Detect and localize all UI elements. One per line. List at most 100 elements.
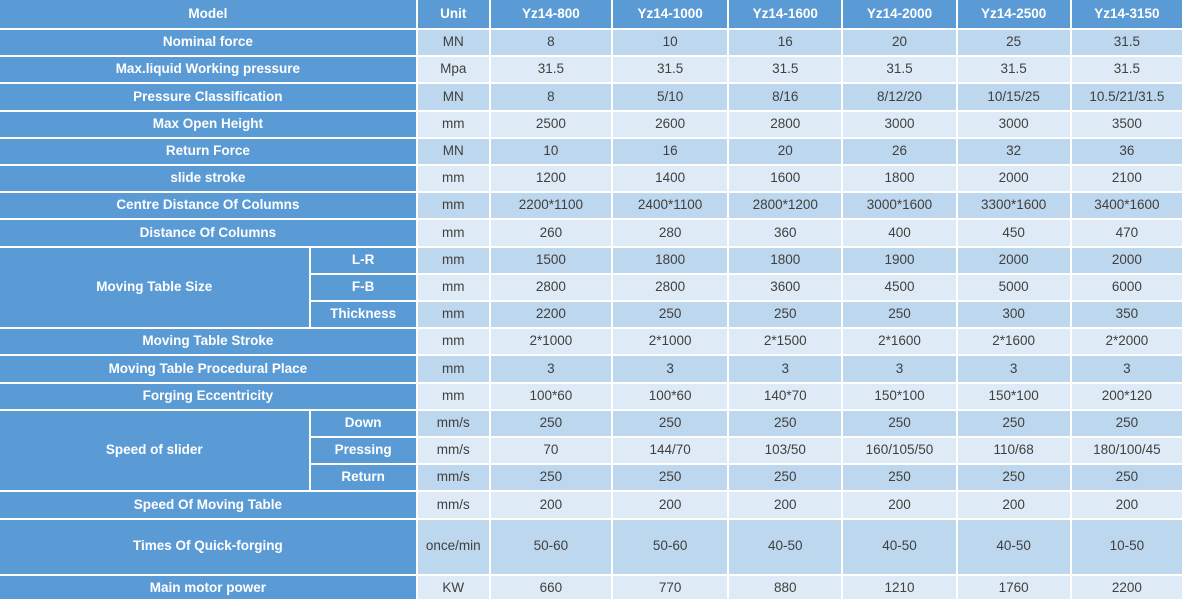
value-cell: 3: [727, 354, 844, 384]
row-label: Pressure Classification: [0, 82, 418, 112]
value-cell: 200: [955, 490, 1072, 520]
value-cell: 1600: [727, 164, 844, 194]
value-cell: 250: [488, 408, 614, 439]
value-cell: 2600: [610, 109, 730, 139]
value-cell: 8: [488, 82, 614, 112]
sub-row-label: Down: [308, 408, 418, 439]
value-cell: 2500: [488, 109, 614, 139]
value-cell: 5/10: [610, 82, 730, 112]
value-cell: 5000: [955, 272, 1072, 303]
value-cell: 2*1000: [610, 327, 730, 357]
row-label: Speed Of Moving Table: [0, 490, 418, 520]
value-cell: 110/68: [955, 436, 1072, 466]
value-cell: 2*1600: [841, 327, 958, 357]
table-row: Return mm/s 250 250 250 250 250 250: [0, 463, 1182, 493]
value-cell: 250: [841, 408, 958, 439]
header-model-name: Yz14-3150: [1069, 0, 1182, 30]
value-cell: 350: [1069, 300, 1182, 330]
row-label: Forging Eccentricity: [0, 381, 418, 411]
value-cell: 250: [488, 463, 614, 493]
value-cell: 31.5: [488, 55, 614, 85]
unit-cell: mm: [415, 381, 491, 411]
value-cell: 150*100: [841, 381, 958, 411]
value-cell: 250: [955, 408, 1072, 439]
group-label: Speed of slider: [0, 408, 311, 493]
unit-cell: mm: [415, 327, 491, 357]
value-cell: 3500: [1069, 109, 1182, 139]
value-cell: 770: [610, 573, 730, 599]
table-row: Moving Table Stroke mm 2*1000 2*1000 2*1500 2…: [0, 327, 1182, 357]
unit-cell: once/min: [415, 517, 491, 576]
table-row: Distance Of Columns mm 260 280 360 400 450 470: [0, 218, 1182, 248]
value-cell: 2800: [610, 272, 730, 303]
table-row: Speed of slider Down mm/s 250 250 250 250 250 25…: [0, 408, 1182, 493]
value-cell: 6000: [1069, 272, 1182, 303]
row-label: Moving Table Procedural Place: [0, 354, 418, 384]
value-cell: 3: [610, 354, 730, 384]
value-cell: 470: [1069, 218, 1182, 248]
value-cell: 360: [727, 218, 844, 248]
sub-row-label: Thickness: [308, 300, 418, 330]
value-cell: 250: [610, 300, 730, 330]
table-row: Moving Table Procedural Place mm 3 3 3 3 3 3: [0, 354, 1182, 384]
value-cell: 70: [488, 436, 614, 466]
value-cell: 1760: [955, 573, 1072, 599]
value-cell: 2200: [1069, 573, 1182, 599]
table-row: Moving Table Size L-R mm 1500 1800 1800 1900 20…: [0, 245, 1182, 330]
value-cell: 1210: [841, 573, 958, 599]
value-cell: 40-50: [727, 517, 844, 576]
value-cell: 160/105/50: [841, 436, 958, 466]
table-row: Thickness mm 2200 250 250 250 300 350: [0, 300, 1182, 330]
value-cell: 250: [841, 463, 958, 493]
value-cell: 1800: [727, 245, 844, 275]
row-label: Times Of Quick-forging: [0, 517, 418, 576]
value-cell: 20: [841, 27, 958, 58]
value-cell: 3: [488, 354, 614, 384]
value-cell: 31.5: [841, 55, 958, 85]
value-cell: 1500: [488, 245, 614, 275]
sub-row-label: Pressing: [308, 436, 418, 466]
unit-cell: mm: [415, 272, 491, 303]
value-cell: 144/70: [610, 436, 730, 466]
table-row: slide stroke mm 1200 1400 1600 1800 2000 2100: [0, 164, 1182, 194]
header-row: Model Unit Yz14-800 Yz14-1000 Yz14-1600 Yz14-…: [0, 0, 1182, 30]
unit-cell: mm: [415, 191, 491, 221]
value-cell: 1800: [610, 245, 730, 275]
value-cell: 300: [955, 300, 1072, 330]
value-cell: 10-50: [1069, 517, 1182, 576]
value-cell: 100*60: [488, 381, 614, 411]
value-cell: 3000: [841, 109, 958, 139]
sub-row-label: L-R: [308, 245, 418, 275]
value-cell: 10: [488, 136, 614, 167]
value-cell: 2*2000: [1069, 327, 1182, 357]
unit-cell: mm: [415, 164, 491, 194]
value-cell: 250: [610, 463, 730, 493]
value-cell: 8: [488, 27, 614, 58]
table-row: Pressure Classification MN 8 5/10 8/16 8/12/2…: [0, 82, 1182, 112]
value-cell: 10: [610, 27, 730, 58]
value-cell: 880: [727, 573, 844, 599]
value-cell: 1800: [841, 164, 958, 194]
header-unit-label: Unit: [415, 0, 491, 30]
value-cell: 1900: [841, 245, 958, 275]
unit-cell: mm: [415, 109, 491, 139]
value-cell: 250: [955, 463, 1072, 493]
row-label: Distance Of Columns: [0, 218, 418, 248]
row-label: Centre Distance Of Columns: [0, 191, 418, 221]
value-cell: 250: [727, 408, 844, 439]
value-cell: 20: [727, 136, 844, 167]
value-cell: 2000: [955, 164, 1072, 194]
row-label: Nominal force: [0, 27, 418, 58]
table-row: Max Open Height mm 2500 2600 2800 3000 3000 350…: [0, 109, 1182, 139]
table-row: Forging Eccentricity mm 100*60 100*60 140*70…: [0, 381, 1182, 411]
value-cell: 3400*1600: [1069, 191, 1182, 221]
value-cell: 250: [727, 463, 844, 493]
table-row: Max.liquid Working pressure Mpa 31.5 31.5 31…: [0, 55, 1182, 85]
unit-cell: mm: [415, 218, 491, 248]
value-cell: 2200: [488, 300, 614, 330]
value-cell: 31.5: [1069, 55, 1182, 85]
header-model-name: Yz14-1000: [610, 0, 730, 30]
group-label: Moving Table Size: [0, 245, 311, 330]
value-cell: 25: [955, 27, 1072, 58]
